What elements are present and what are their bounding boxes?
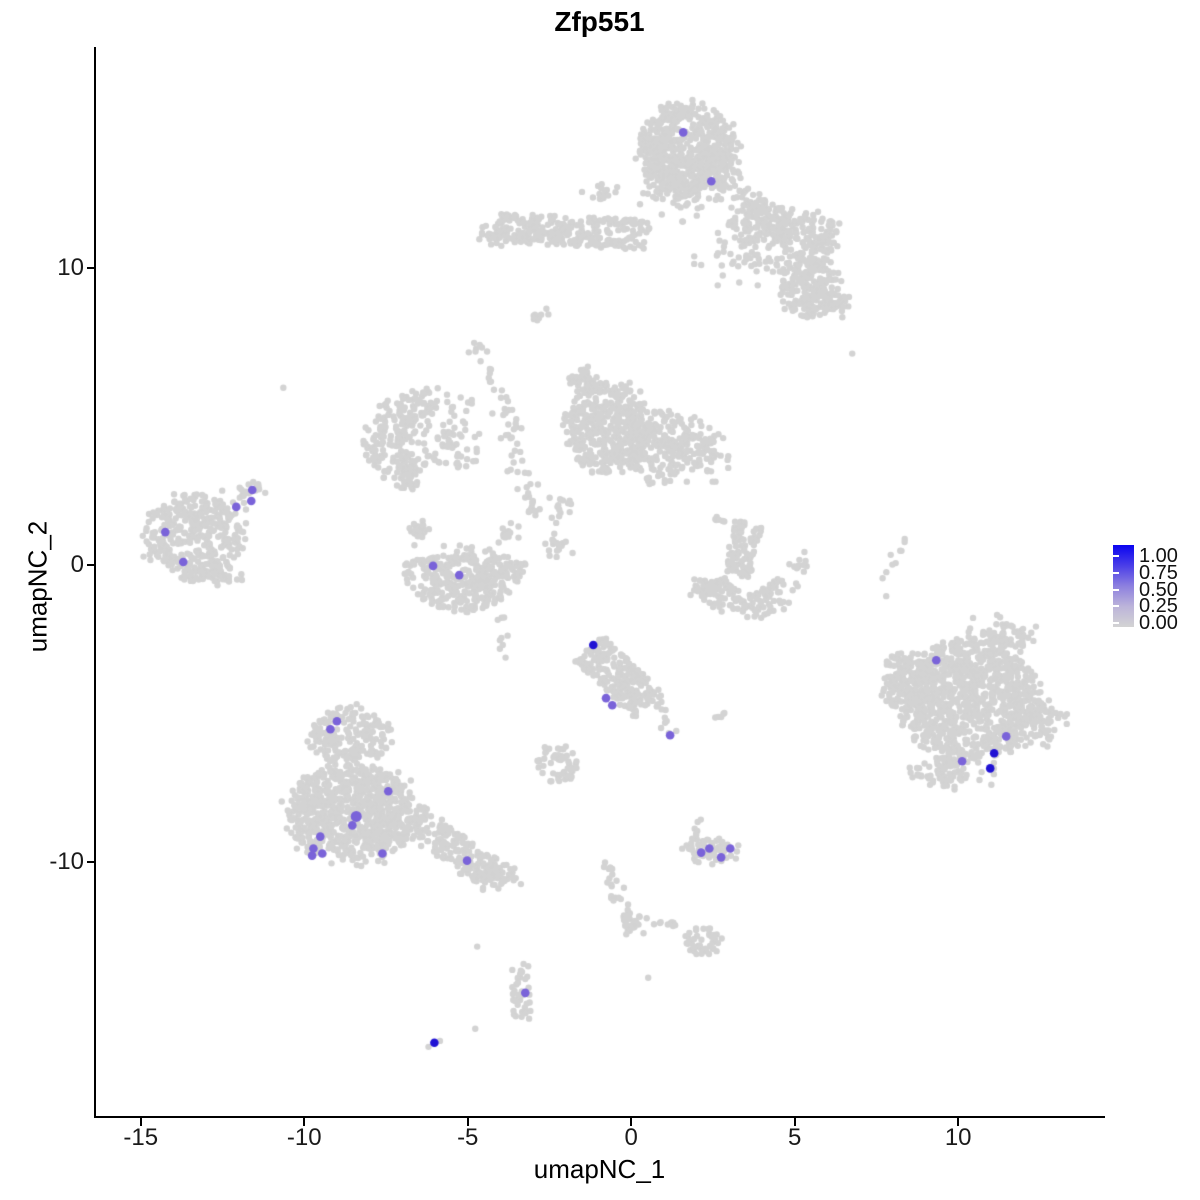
colorbar-tick-label: 0.00 — [1139, 612, 1178, 634]
colorbar-tick-label: 0.25 — [1139, 595, 1178, 618]
colorbar-tick-mark — [1113, 605, 1119, 608]
colorbar-gradient — [1113, 545, 1134, 627]
x-tick-label: -15 — [123, 1124, 159, 1151]
x-tick-mark — [303, 1118, 306, 1126]
colorbar-tick-label: 0.50 — [1139, 578, 1178, 601]
y-tick-label: -10 — [49, 847, 84, 875]
colorbar-tick-mark — [1113, 571, 1119, 574]
colorbar-tick-mark — [1113, 555, 1119, 557]
y-tick-mark — [87, 860, 95, 863]
x-tick-label: 10 — [944, 1124, 972, 1151]
colorbar-tick-mark — [1113, 588, 1119, 591]
x-axis-label: umapNC_1 — [533, 1154, 666, 1184]
colorbar-tick-mark — [1113, 622, 1119, 624]
x-tick-label: -10 — [286, 1124, 322, 1151]
x-tick-label: -5 — [457, 1124, 479, 1151]
plot-title: Zfp551 — [554, 6, 645, 37]
x-tick-mark — [466, 1118, 469, 1126]
y-tick-label: 0 — [70, 551, 84, 578]
x-tick-mark — [793, 1118, 796, 1126]
colorbar-tick-label: 0.75 — [1139, 561, 1178, 584]
y-tick-mark — [87, 564, 95, 566]
x-tick-label: 5 — [788, 1124, 802, 1151]
umap-scatter-canvas — [95, 47, 1104, 1118]
x-tick-mark — [630, 1118, 633, 1126]
y-axis-label: umapNC_2 — [22, 520, 53, 653]
colorbar-tick-label: 1.00 — [1139, 545, 1178, 567]
y-tick-label: 10 — [57, 254, 84, 282]
colorbar-legend: 1.00 0.75 0.50 0.25 0.00 — [1113, 545, 1200, 637]
x-tick-label: 0 — [624, 1124, 638, 1151]
x-tick-mark — [957, 1118, 960, 1126]
x-tick-mark — [139, 1118, 142, 1126]
y-tick-mark — [87, 267, 95, 270]
